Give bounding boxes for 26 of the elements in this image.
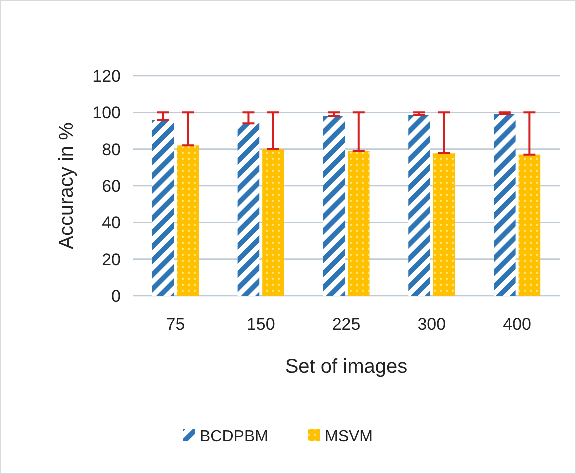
x-tick-label: 150 — [246, 315, 276, 334]
y-tick-label: 40 — [102, 214, 121, 233]
bar — [177, 146, 199, 296]
y-tick-label: 80 — [102, 140, 121, 160]
bar — [152, 120, 174, 296]
legend-label: BCDPBM — [200, 428, 268, 446]
bar — [262, 149, 284, 296]
y-tick-label: 60 — [102, 176, 121, 196]
bar — [494, 114, 516, 296]
bar — [433, 153, 456, 296]
y-tick-label: 20 — [102, 250, 121, 270]
x-tick-label: 75 — [166, 315, 186, 334]
bar — [348, 151, 370, 296]
y-tick-label: 0 — [112, 286, 121, 306]
x-tick-label: 300 — [418, 315, 446, 334]
x-axis-title: Set of images — [285, 356, 408, 378]
x-tick-label: 225 — [332, 315, 361, 334]
bar — [323, 116, 346, 296]
bar — [518, 154, 541, 296]
y-tick-label: 120 — [92, 66, 121, 86]
x-tick-label: 400 — [503, 315, 532, 334]
y-tick-label: 100 — [92, 104, 121, 123]
bar — [408, 115, 430, 296]
bar — [238, 124, 260, 296]
y-axis-title: Accuracy in % — [56, 122, 78, 250]
legend-label: MSVM — [325, 428, 373, 446]
